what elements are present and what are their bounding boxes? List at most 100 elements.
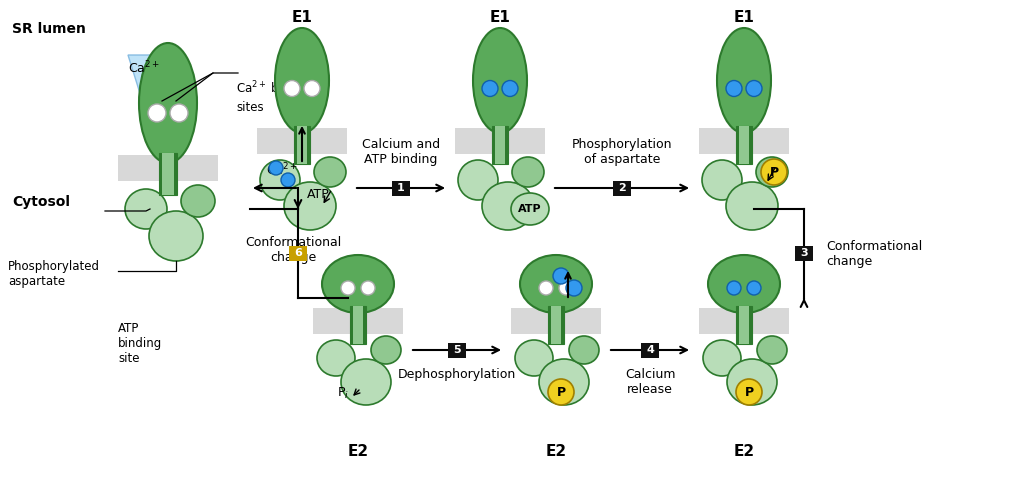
Ellipse shape [727, 359, 777, 405]
Text: P: P [556, 386, 565, 399]
Circle shape [539, 281, 553, 295]
Ellipse shape [569, 336, 599, 364]
Text: E1: E1 [489, 10, 510, 25]
Text: ATP
binding
site: ATP binding site [118, 322, 162, 365]
Bar [257, 128, 347, 154]
Bar [350, 306, 366, 344]
Ellipse shape [512, 157, 544, 187]
Text: SR lumen: SR lumen [12, 22, 86, 36]
Ellipse shape [322, 255, 394, 313]
Circle shape [269, 161, 283, 175]
Circle shape [727, 281, 741, 295]
Text: Conformational
change: Conformational change [826, 240, 923, 268]
Text: P: P [744, 386, 754, 399]
Ellipse shape [139, 43, 197, 163]
Circle shape [761, 159, 787, 185]
FancyBboxPatch shape [795, 246, 813, 261]
Ellipse shape [482, 182, 534, 230]
FancyBboxPatch shape [449, 343, 466, 358]
Ellipse shape [181, 185, 215, 217]
FancyBboxPatch shape [613, 180, 631, 196]
Circle shape [361, 281, 375, 295]
Ellipse shape [756, 157, 788, 187]
Ellipse shape [458, 160, 498, 200]
Circle shape [148, 104, 166, 122]
Circle shape [281, 173, 295, 187]
Circle shape [170, 104, 188, 122]
Text: P$_i$: P$_i$ [337, 386, 349, 401]
Text: E2: E2 [733, 444, 755, 459]
Bar [492, 126, 508, 164]
Text: ATP: ATP [307, 187, 330, 201]
Text: Cytosol: Cytosol [12, 195, 70, 209]
Bar [511, 308, 601, 334]
Text: 6: 6 [294, 249, 302, 258]
Text: 5: 5 [454, 345, 461, 355]
Ellipse shape [284, 182, 336, 230]
Circle shape [736, 379, 762, 405]
Text: Phosphorylation
of aspartate: Phosphorylation of aspartate [571, 138, 672, 166]
Circle shape [502, 80, 518, 96]
Circle shape [746, 281, 761, 295]
Bar [118, 155, 218, 181]
Text: Ca$^{2+}$: Ca$^{2+}$ [266, 161, 298, 178]
Text: 2: 2 [618, 183, 626, 193]
Ellipse shape [520, 255, 592, 313]
Circle shape [284, 80, 300, 96]
Text: Dephosphorylation: Dephosphorylation [398, 368, 516, 381]
Text: Phosphorylated
aspartate: Phosphorylated aspartate [8, 260, 100, 288]
Bar [699, 128, 790, 154]
Ellipse shape [341, 359, 391, 405]
Ellipse shape [726, 182, 778, 230]
Text: Conformational
change: Conformational change [245, 236, 341, 264]
FancyBboxPatch shape [641, 343, 659, 358]
Ellipse shape [150, 211, 203, 261]
Bar [736, 126, 752, 164]
Ellipse shape [703, 340, 741, 376]
Bar [548, 306, 564, 344]
Ellipse shape [473, 28, 527, 133]
Bar [455, 128, 545, 154]
Ellipse shape [317, 340, 355, 376]
Text: 3: 3 [800, 249, 808, 258]
Ellipse shape [314, 157, 346, 187]
Circle shape [548, 379, 574, 405]
FancyBboxPatch shape [289, 246, 307, 261]
FancyBboxPatch shape [392, 180, 410, 196]
Text: P: P [769, 165, 778, 178]
Ellipse shape [371, 336, 401, 364]
Text: E2: E2 [347, 444, 369, 459]
Circle shape [553, 268, 569, 284]
Text: E1: E1 [292, 10, 312, 25]
Circle shape [304, 80, 319, 96]
Ellipse shape [708, 255, 780, 313]
Ellipse shape [757, 336, 787, 364]
Bar [495, 126, 505, 164]
Bar [294, 126, 310, 164]
Text: ATP: ATP [518, 204, 542, 214]
Bar [313, 308, 403, 334]
Text: E2: E2 [546, 444, 566, 459]
Bar [162, 153, 174, 195]
Text: Calcium
release: Calcium release [625, 368, 675, 396]
Bar [159, 153, 177, 195]
Ellipse shape [125, 189, 167, 229]
Ellipse shape [260, 160, 300, 200]
Bar [739, 126, 749, 164]
Ellipse shape [515, 340, 553, 376]
Ellipse shape [511, 193, 549, 225]
Text: Calcium and
ATP binding: Calcium and ATP binding [361, 138, 440, 166]
Text: E1: E1 [733, 10, 755, 25]
Text: ADP: ADP [762, 168, 787, 180]
Bar [739, 306, 749, 344]
Circle shape [559, 281, 573, 295]
Text: Ca$^{2+}$ binding
sites: Ca$^{2+}$ binding sites [236, 79, 315, 114]
Circle shape [341, 281, 355, 295]
Polygon shape [128, 55, 178, 135]
Text: 4: 4 [646, 345, 654, 355]
Circle shape [566, 280, 582, 296]
Ellipse shape [275, 28, 329, 133]
Circle shape [726, 80, 742, 96]
Text: 1: 1 [397, 183, 404, 193]
Bar [297, 126, 307, 164]
